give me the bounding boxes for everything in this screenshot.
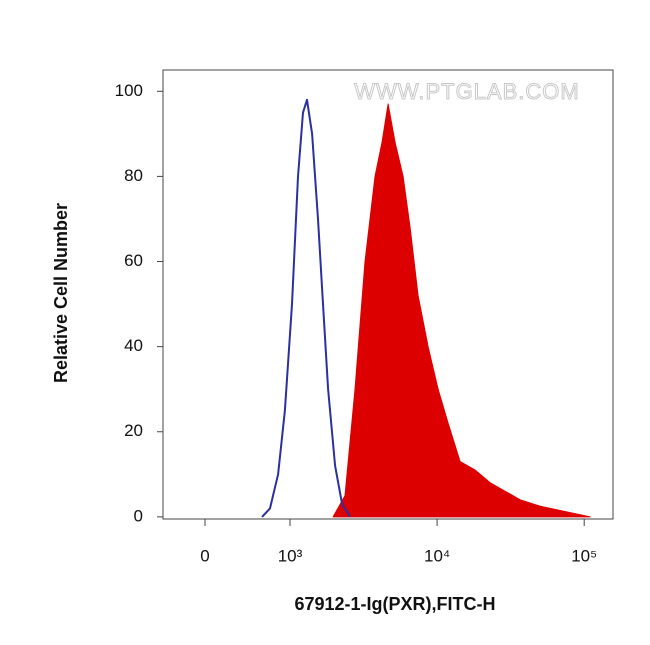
y-tick-label: 20	[124, 421, 143, 440]
y-tick-label: 0	[134, 506, 143, 525]
y-tick-label: 100	[115, 81, 143, 100]
y-tick-label: 40	[124, 336, 143, 355]
x-tick-label: 0	[200, 546, 209, 565]
y-axis-title: Relative Cell Number	[51, 203, 71, 383]
histogram-line	[261, 98, 351, 518]
x-tick-label: 10⁴	[424, 546, 450, 565]
histogram-area	[332, 103, 591, 518]
y-tick-label: 80	[124, 166, 143, 185]
x-tick-label: 10⁵	[571, 546, 597, 565]
x-tick-label: 10³	[278, 546, 303, 565]
plot-frame	[162, 69, 614, 520]
y-tick-label: 60	[124, 251, 143, 270]
watermark: WWW.PTGLAB.COM	[354, 79, 579, 104]
x-axis-title: 67912-1-Ig(PXR),FITC-H	[294, 594, 495, 614]
